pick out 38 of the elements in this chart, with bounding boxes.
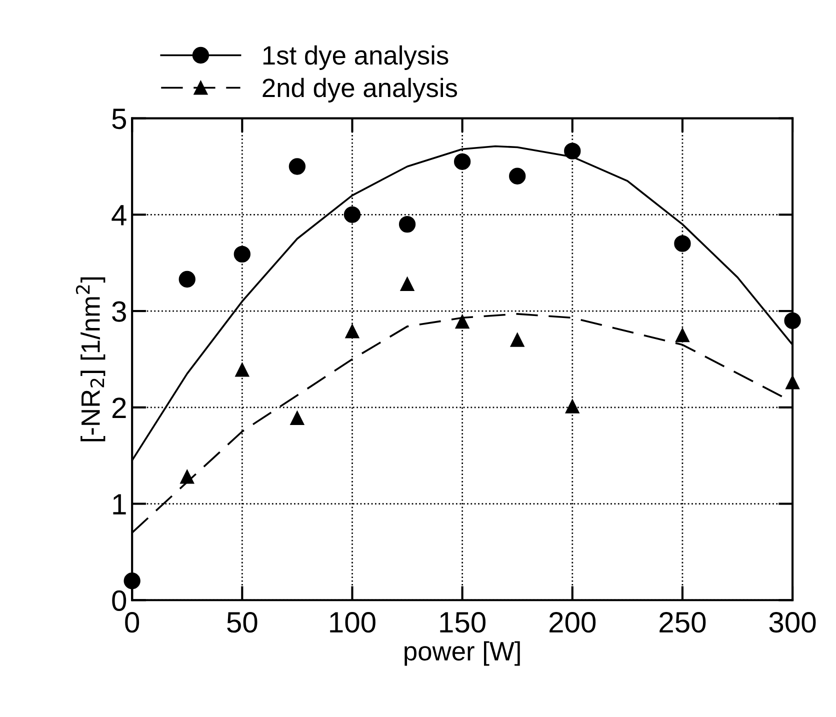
point <box>400 277 414 291</box>
x-tick-label: 200 <box>550 612 596 633</box>
point <box>510 333 524 347</box>
legend-label: 1st dye analysis <box>263 45 448 70</box>
point <box>345 324 360 338</box>
point <box>290 411 304 425</box>
x-axis-title: power [W] <box>404 641 520 666</box>
x-tick-label: 0 <box>125 612 140 633</box>
y-tick-label: 5 <box>112 108 126 130</box>
x-tick-label: 250 <box>660 612 706 633</box>
x-tick-label: 100 <box>330 612 376 633</box>
point <box>455 314 470 329</box>
y-tick-label: 0 <box>112 590 126 611</box>
point <box>454 153 471 170</box>
x-tick-label: 150 <box>440 612 486 633</box>
point <box>288 158 306 175</box>
point <box>235 362 250 377</box>
point <box>124 572 140 590</box>
point <box>509 168 526 184</box>
y-axis-title: [-NR$_{2}$] [1/nm$^{2}$] <box>76 277 106 442</box>
y-tick-label: 4 <box>112 205 126 226</box>
point <box>178 270 196 288</box>
point <box>344 206 361 224</box>
x-tick-label: 50 <box>227 612 258 633</box>
point <box>180 470 194 484</box>
y-tick-label: 1 <box>113 494 126 514</box>
point <box>234 246 250 263</box>
point <box>398 216 416 233</box>
y-tick-label: 2 <box>112 398 126 418</box>
x-tick-label: 300 <box>769 612 816 633</box>
legend-label: 2nd dye analysis <box>262 78 458 102</box>
point <box>674 235 691 252</box>
point <box>565 399 580 414</box>
y-tick-label: 3 <box>112 301 126 322</box>
point <box>784 312 801 330</box>
point <box>676 328 690 342</box>
point <box>564 142 581 160</box>
point <box>786 375 800 390</box>
